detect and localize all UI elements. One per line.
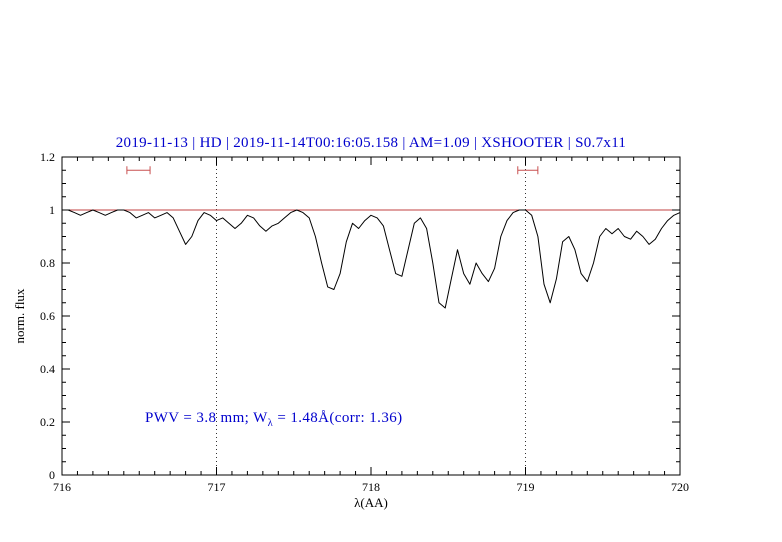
x-tick-label: 719 xyxy=(517,480,535,494)
x-tick-label: 718 xyxy=(362,480,380,494)
y-tick-label: 0.2 xyxy=(40,415,55,429)
y-tick-label: 0.4 xyxy=(40,362,55,376)
x-tick-label: 716 xyxy=(53,480,71,494)
x-tick-label: 720 xyxy=(671,480,689,494)
pwv-annotation-prefix: PWV = 3.8 mm; W xyxy=(145,410,268,426)
chart-title: 2019-11-13 | HD | 2019-11-14T00:16:05.15… xyxy=(115,135,627,151)
y-tick-label: 0 xyxy=(49,468,55,482)
pwv-annotation-suffix: = 1.48Å(corr: 1.36) xyxy=(273,410,403,426)
pwv-annotation: PWV = 3.8 mm; Wλ = 1.48Å(corr: 1.36) xyxy=(145,410,403,429)
pwv-annotation-lambda-subscript: λ xyxy=(267,418,274,429)
x-tick-label: 717 xyxy=(208,480,226,494)
y-tick-label: 0.8 xyxy=(40,256,55,270)
y-tick-label: 1.2 xyxy=(40,150,55,164)
y-tick-label: 0.6 xyxy=(40,309,55,323)
spectrum-line xyxy=(62,209,681,309)
x-axis-label: λ(AA) xyxy=(354,495,388,510)
y-tick-label: 1 xyxy=(49,203,55,217)
y-axis-label: norm. flux xyxy=(12,288,27,344)
